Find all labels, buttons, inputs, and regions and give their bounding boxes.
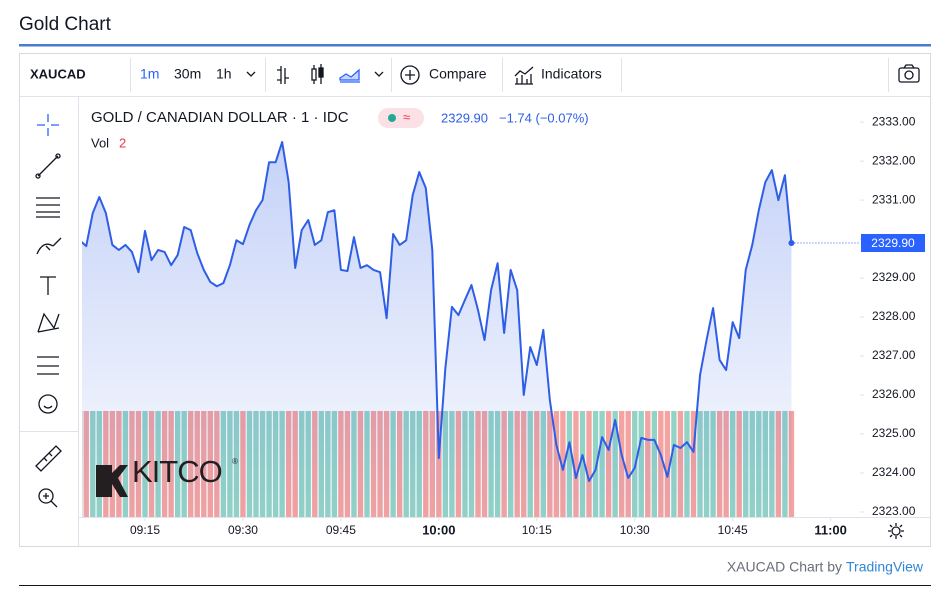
y-tick-label: 2326.00: [872, 387, 916, 401]
indicators-button[interactable]: Indicators: [541, 66, 602, 82]
interval[interactable]: 1m: [140, 66, 159, 82]
interval[interactable]: 30m: [174, 66, 201, 82]
registered-mark: ®: [232, 457, 238, 466]
y-tick-label: 2325.00: [872, 426, 916, 440]
interval[interactable]: 1h: [216, 66, 232, 82]
footer-text: XAUCAD Chart by: [727, 559, 842, 575]
volume-bar: [560, 411, 566, 517]
footer-link[interactable]: TradingView: [846, 559, 924, 575]
y-tick-label: 2331.00: [872, 192, 916, 206]
bar-style-icons[interactable]: [277, 64, 384, 84]
compare-icon[interactable]: [405, 70, 415, 80]
price-line: [82, 141, 793, 483]
x-tick-label: 09:15: [130, 523, 160, 537]
toolbar-separators: [130, 58, 889, 92]
symbol[interactable]: XAUCAD: [30, 66, 86, 81]
volume-bar: [664, 411, 671, 517]
volume-bar: [586, 411, 592, 517]
plot-area: [82, 141, 795, 517]
watermark: KITCO: [132, 454, 222, 489]
volume-bar: [625, 411, 631, 517]
compare-icon[interactable]: [400, 65, 420, 85]
x-tick-label: 10:15: [522, 523, 552, 537]
instrument-title: GOLD / CANADIAN DOLLAR · 1 · IDC: [91, 109, 349, 126]
last-price-dot: [788, 239, 795, 246]
status-badge: [378, 108, 424, 128]
chevron[interactable]: [246, 71, 256, 77]
legend-price: 2329.90: [441, 110, 488, 125]
volume-bar: [592, 411, 599, 517]
compare-button[interactable]: Compare: [429, 66, 487, 82]
page-title: Gold Chart: [19, 14, 112, 35]
y-tick-label: 2324.00: [872, 465, 916, 479]
camera-icon[interactable]: [898, 64, 920, 83]
y-tick-label: 2328.00: [872, 309, 916, 323]
x-tick-label: 09:45: [326, 523, 356, 537]
y-tick-label: 2323.00: [872, 504, 916, 518]
status-dot: [388, 114, 396, 122]
y-tick-label: 2333.00: [872, 114, 916, 128]
volume-bar: [573, 411, 579, 517]
title-rule: [19, 44, 931, 47]
last-price-label: 2329.90: [871, 236, 915, 250]
x-tick-label: 10:45: [718, 523, 748, 537]
last-price-box: [861, 233, 925, 252]
volume-label: Vol: [91, 135, 109, 150]
x-tick-label: 09:30: [228, 523, 258, 537]
status-icon: ≈: [403, 109, 410, 124]
x-tick-label: 11:00: [814, 522, 847, 537]
settings-icon[interactable]: [888, 523, 904, 539]
y-tick-label: 2329.00: [872, 270, 916, 284]
area-fill: [82, 142, 792, 517]
volume-length: 2: [119, 135, 126, 150]
y-tick-label: 2332.00: [872, 153, 916, 167]
legend-change: −1.74 (−0.07%): [499, 110, 589, 125]
kitco-logo: [96, 465, 128, 497]
drawing-tools[interactable]: [35, 114, 62, 508]
x-tick-label: 10:30: [620, 523, 650, 537]
indicators-icon[interactable]: [514, 66, 534, 85]
y-tick-label: 2327.00: [872, 348, 916, 362]
x-tick-label: 10:00: [422, 522, 455, 537]
